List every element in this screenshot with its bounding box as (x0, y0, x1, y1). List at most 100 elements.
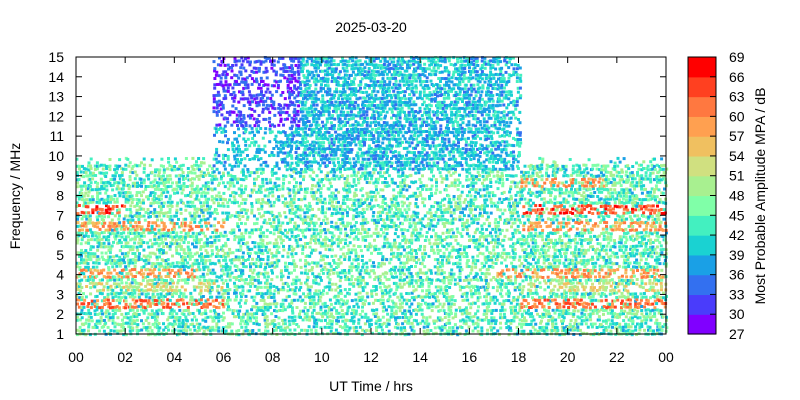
data-point (328, 315, 332, 319)
data-point (87, 329, 90, 333)
data-point (102, 163, 106, 167)
data-point (130, 268, 134, 272)
data-point (261, 170, 265, 174)
data-point (230, 329, 234, 333)
data-point (79, 251, 83, 255)
data-point (275, 225, 279, 229)
data-point (135, 173, 139, 177)
data-point (325, 217, 329, 221)
data-point (354, 90, 358, 93)
data-point (249, 60, 252, 64)
data-point (283, 131, 287, 135)
data-point (197, 309, 201, 313)
data-point (124, 214, 128, 218)
data-point (298, 174, 302, 178)
data-point (287, 247, 291, 251)
data-point (363, 66, 367, 70)
data-point (288, 194, 292, 198)
data-point (260, 90, 263, 94)
data-point (214, 157, 218, 161)
data-point (75, 282, 79, 286)
data-point (346, 224, 350, 228)
data-point (324, 201, 327, 205)
data-point (335, 168, 339, 172)
data-point (182, 265, 185, 268)
data-point (343, 80, 347, 83)
data-point (110, 218, 114, 222)
data-point (181, 177, 185, 181)
data-point (290, 80, 294, 84)
data-point (230, 228, 234, 232)
data-point (88, 218, 92, 222)
data-point (88, 177, 92, 181)
data-point (171, 238, 175, 242)
data-point (354, 221, 358, 224)
data-point (308, 134, 312, 138)
data-point (338, 101, 342, 104)
data-point (273, 181, 277, 185)
data-point (294, 184, 298, 188)
data-point (354, 63, 358, 67)
data-point (124, 303, 128, 306)
data-point (207, 221, 211, 225)
data-point (212, 235, 216, 239)
data-point (303, 194, 307, 198)
data-point (95, 282, 99, 286)
data-point (84, 261, 88, 265)
data-point (294, 279, 298, 283)
data-point (137, 255, 141, 259)
data-point (115, 261, 119, 265)
data-point (241, 207, 245, 211)
data-point (217, 154, 221, 158)
data-point (182, 221, 185, 225)
data-point (308, 241, 312, 245)
data-point (89, 275, 92, 278)
data-point (137, 198, 141, 202)
data-point (164, 237, 168, 241)
data-point (312, 295, 316, 299)
data-point (157, 238, 161, 241)
data-point (264, 305, 267, 309)
data-point (253, 97, 257, 101)
data-point (241, 150, 245, 154)
data-point (341, 140, 345, 144)
data-point (231, 64, 235, 67)
data-point (278, 56, 281, 60)
data-point (347, 106, 351, 110)
data-point (219, 126, 223, 130)
data-point (241, 120, 245, 124)
data-point (124, 241, 128, 245)
data-point (140, 238, 144, 242)
data-point (197, 265, 201, 269)
data-point (191, 312, 195, 315)
data-point (239, 295, 243, 298)
data-point (226, 86, 230, 90)
data-point (103, 221, 107, 225)
data-point (302, 292, 305, 296)
data-point (332, 316, 336, 320)
data-point (259, 62, 263, 66)
data-point (232, 230, 236, 234)
data-point (330, 100, 334, 104)
data-point (331, 200, 334, 204)
data-point (328, 201, 331, 205)
data-point (328, 127, 332, 130)
data-point (303, 271, 307, 275)
data-point (359, 281, 363, 285)
data-point (98, 278, 102, 282)
data-point (111, 188, 115, 192)
data-point (248, 74, 252, 78)
data-point (184, 177, 187, 180)
data-point (266, 107, 270, 111)
data-point (361, 160, 365, 164)
data-point (168, 194, 172, 198)
data-point (338, 103, 342, 107)
data-point (352, 167, 356, 171)
data-point (354, 163, 358, 167)
data-point (175, 222, 179, 226)
data-point (135, 245, 139, 249)
data-point (296, 207, 300, 211)
data-point (363, 143, 366, 147)
data-point (323, 215, 327, 219)
data-point (312, 232, 316, 236)
